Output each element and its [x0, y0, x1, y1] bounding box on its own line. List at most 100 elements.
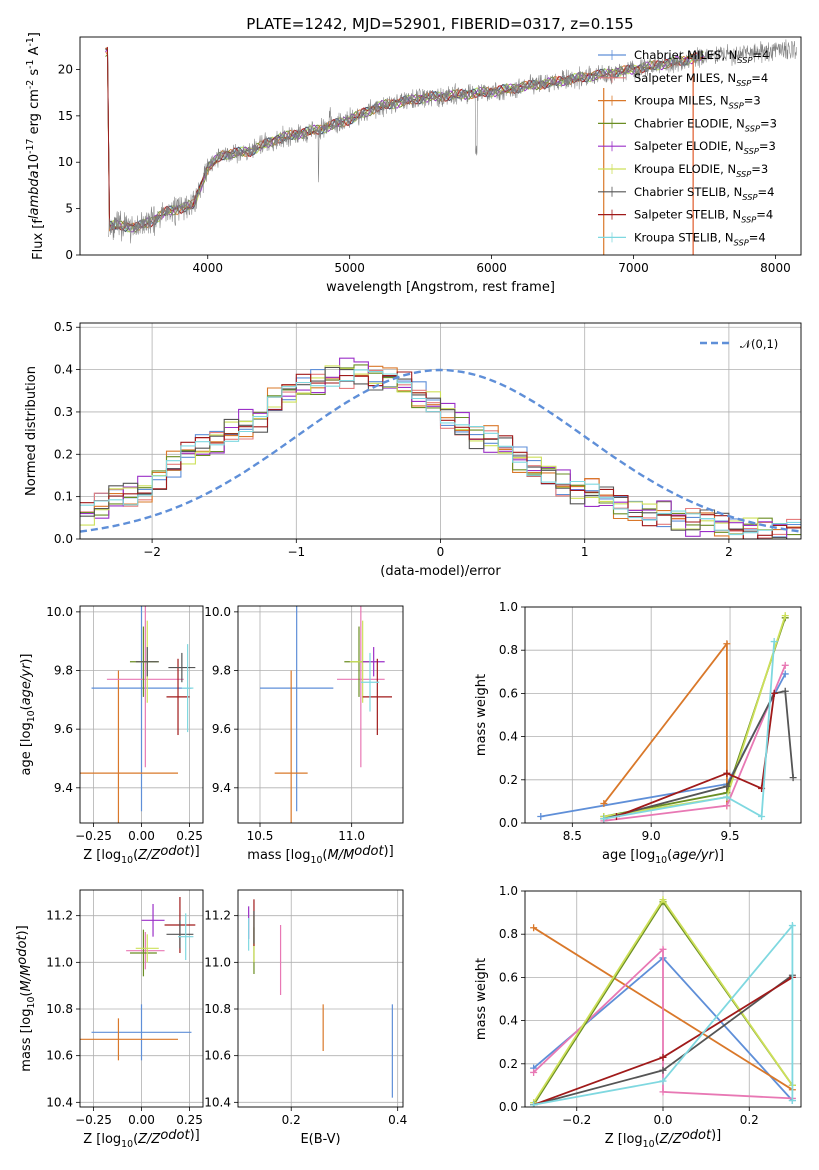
- histogram-plot-area: [80, 357, 801, 539]
- x-tick-label: 0.00: [128, 1113, 155, 1127]
- x-tick-label: 6000: [476, 261, 507, 275]
- observed-spectrum-line: [108, 39, 797, 244]
- x-tick-label: 0.25: [176, 829, 203, 843]
- axes-frame: [79, 322, 802, 540]
- error-bar-point: [362, 658, 392, 736]
- legend-label: Salpeter STELIB, NSSP​=4: [634, 208, 773, 225]
- x-axis-label: wavelength [Angstrom, rest frame]: [326, 280, 555, 295]
- error-bar-point: [135, 647, 159, 677]
- mass-weight-marker: [659, 896, 667, 904]
- spectrum-plot-area: [105, 39, 797, 255]
- y-tick-label: 10.6: [46, 1049, 73, 1063]
- error-bar-point: [337, 606, 385, 768]
- x-tick-label: 8000: [760, 261, 791, 275]
- y-tick-label: 11.2: [46, 909, 73, 923]
- legend-label: Chabrier MILES, NSSP​=4: [634, 48, 769, 65]
- y-tick-label: 0.3: [54, 405, 73, 419]
- error-bar-point: [181, 644, 194, 733]
- mass-weight-marker: [770, 689, 778, 697]
- mass-weight-marker: [789, 774, 797, 782]
- x-axis-label: age [log10​(age/yr)]: [602, 848, 724, 866]
- y-tick-label: 10.0: [204, 605, 231, 619]
- y-tick-label: 5: [65, 202, 73, 216]
- y-tick-label: 0.6: [499, 970, 518, 984]
- error-bar-point: [126, 932, 165, 970]
- y-tick-label: 0.6: [499, 686, 518, 700]
- mass-weight-marker: [659, 1053, 667, 1061]
- y-axis-label: age [log10​(age/yr)]: [19, 653, 37, 775]
- error-bar-point: [106, 606, 184, 768]
- error-bar-point: [80, 1018, 179, 1061]
- y-tick-label: 0.1: [54, 490, 73, 504]
- legend-label: Kroupa ELODIE, NSSP​=3: [634, 162, 768, 179]
- x-tick-label: 0.2: [740, 1113, 759, 1127]
- x-axis-label: E(B-V): [300, 1132, 340, 1147]
- x-tick-label: 9.5: [720, 829, 739, 843]
- mass-weight-marker: [530, 1068, 538, 1076]
- x-tick-label: −0.25: [75, 1113, 112, 1127]
- y-tick-label: 10.8: [204, 1002, 231, 1016]
- x-tick-label: 0.2: [282, 1113, 301, 1127]
- y-tick-label: 0.4: [499, 730, 518, 744]
- histogram-legend: 𝒩(0,1): [700, 337, 778, 351]
- error-bar-point: [91, 606, 192, 812]
- error-bar-point: [168, 652, 196, 683]
- mass-weight-marker: [758, 813, 766, 821]
- y-tick-label: 1.0: [499, 884, 518, 898]
- y-tick-label: 10.6: [204, 1049, 231, 1063]
- legend-label: Kroupa MILES, NSSP​=3: [634, 94, 761, 111]
- y-tick-label: 1.0: [499, 600, 518, 614]
- histogram-step-line: [80, 369, 801, 536]
- x-axis-label: Z [log10​(Z/Z​odot)]: [605, 1128, 722, 1150]
- x-tick-label: 2: [725, 545, 733, 559]
- y-tick-label: 15: [58, 109, 73, 123]
- mass-weight-marker: [659, 1088, 667, 1096]
- y-tick-label: 11.0: [204, 955, 231, 969]
- normal-reference-curve: [80, 368, 801, 533]
- error-bar-point: [141, 904, 165, 937]
- y-axis-label: Normed distribution: [24, 366, 39, 496]
- error-bar-point: [360, 652, 380, 712]
- figure-title: PLATE=1242, MJD=52901, FIBERID=0317, z=0…: [246, 15, 633, 33]
- y-tick-label: 10.4: [46, 1095, 73, 1109]
- y-tick-label: 0.0: [499, 816, 518, 830]
- x-tick-label: 4000: [192, 261, 223, 275]
- x-axis-label: Z [log10​(Z/Z​odot)]: [83, 844, 200, 866]
- mass-weight-marker: [659, 1066, 667, 1074]
- y-tick-label: 9.4: [212, 781, 231, 795]
- mass-weight-line: [532, 947, 793, 1100]
- mass-weight-marker: [781, 612, 789, 620]
- mass-weight-marker: [659, 1077, 667, 1085]
- age-vs-z-axes: −0.25 0.00 0.25 9.4 9.6 9.8 10.0 Z [log10​(Z/Z​…: [19, 605, 204, 866]
- y-tick-label: 0.4: [54, 363, 73, 377]
- mass-vs-z-axes: −0.25 0.00 0.25 10.4 10.6 10.8 11.0 11.2 Z [log1…: [15, 889, 204, 1150]
- residual-histogram-axes: −2 −1 0 1 2 0.0 0.1 0.2 0.3 0.4 0.5 (data-model)/er…: [24, 320, 802, 579]
- error-bar-point: [91, 1004, 192, 1061]
- histogram-step-line: [80, 366, 801, 539]
- x-tick-label: 5000: [334, 261, 365, 275]
- y-tick-label: 9.8: [54, 664, 73, 678]
- x-tick-label: 1: [581, 545, 589, 559]
- x-tick-label: 10.5: [247, 829, 274, 843]
- y-tick-label: 10.8: [46, 1002, 73, 1016]
- legend-label: Chabrier STELIB, NSSP​=4: [634, 185, 774, 202]
- error-bar-point: [166, 658, 190, 736]
- axes-frame: [79, 889, 204, 1108]
- axes-frame: [237, 605, 404, 824]
- y-tick-label: 0.4: [499, 1014, 518, 1028]
- mass-weight-marker: [600, 815, 608, 823]
- x-tick-label: −2: [143, 545, 161, 559]
- mass-weight-marker: [723, 769, 731, 777]
- mass-weight-marker: [723, 782, 731, 790]
- x-tick-label: 8.5: [563, 829, 582, 843]
- x-tick-label: 0: [437, 545, 445, 559]
- mass-weight-marker: [659, 945, 667, 953]
- mass-weight-marker: [781, 661, 789, 669]
- error-bar-point: [129, 929, 157, 977]
- y-tick-label: 0.2: [54, 447, 73, 461]
- axes-frame: [79, 605, 204, 824]
- y-axis-label: mass [log10​(M/M​odot)]: [15, 925, 37, 1071]
- y-tick-label: 0.8: [499, 927, 518, 941]
- mass-vs-z-axes-points: [80, 897, 196, 1061]
- x-tick-label: 9.0: [642, 829, 661, 843]
